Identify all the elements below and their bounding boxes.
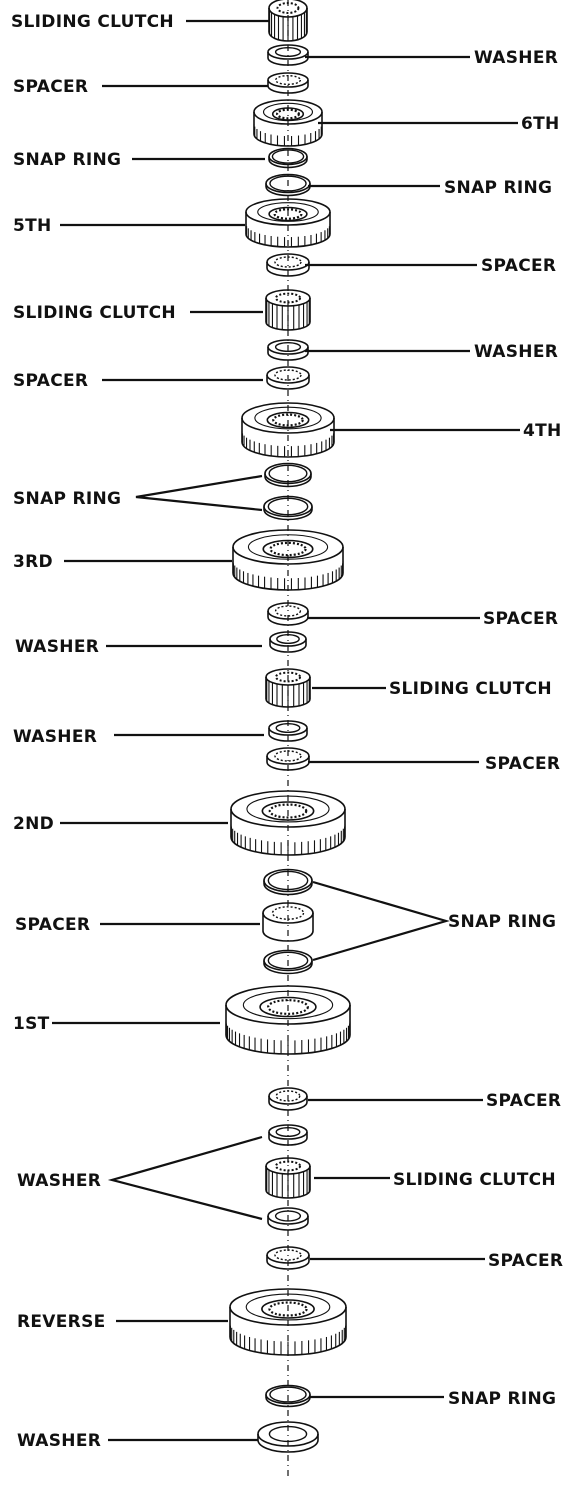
snap-ring-part	[263, 495, 313, 521]
leader-snap-ring-r2	[312, 880, 450, 962]
label-washer-l1: WASHER	[15, 637, 99, 657]
washer-part	[267, 1207, 309, 1231]
label-spacer-r5: SPACER	[488, 1251, 563, 1271]
snap-ring-part	[268, 147, 308, 169]
label-spacer-r2: SPACER	[483, 609, 558, 629]
label-sliding-clutch-r1: SLIDING CLUTCH	[389, 679, 552, 699]
sliding-clutch-part	[265, 668, 311, 708]
leader-lines	[52, 19, 520, 1442]
spacer-part	[267, 72, 309, 94]
label-1st: 1ST	[13, 1014, 50, 1034]
label-washer-l3: WASHER	[17, 1171, 101, 1191]
gear-5th-part	[245, 198, 331, 248]
spacer-part	[266, 1246, 310, 1270]
spacer-part	[266, 747, 310, 771]
label-snap-ring-l2: SNAP RING	[13, 489, 121, 509]
label-5th: 5TH	[13, 216, 52, 236]
snap-ring-part	[264, 462, 312, 488]
label-spacer-r3: SPACER	[485, 754, 560, 774]
label-snap-ring-l1: SNAP RING	[13, 150, 121, 170]
label-sliding-clutch-2: SLIDING CLUTCH	[13, 303, 176, 323]
label-sliding-clutch-r2: SLIDING CLUTCH	[393, 1170, 556, 1190]
spacer-part	[268, 1087, 308, 1111]
label-snap-ring-r1: SNAP RING	[444, 178, 552, 198]
parts-stack	[225, 0, 351, 1453]
gear-4th-part	[241, 402, 335, 458]
label-washer-l2: WASHER	[13, 727, 97, 747]
label-washer-l4: WASHER	[17, 1431, 101, 1451]
spacer-part	[266, 366, 310, 390]
snap-ring-part	[265, 173, 311, 197]
label-spacer-r1: SPACER	[481, 256, 556, 276]
washer-part	[267, 339, 309, 361]
gear-2nd-part	[230, 790, 346, 856]
washer-part	[268, 1124, 308, 1146]
label-washer-r1: WASHER	[474, 48, 558, 68]
label-reverse: REVERSE	[17, 1312, 106, 1332]
washer-part	[267, 44, 309, 66]
washer-part	[269, 631, 307, 653]
label-spacer-l2: SPACER	[13, 371, 88, 391]
label-snap-ring-r2: SNAP RING	[448, 912, 556, 932]
label-spacer-r4: SPACER	[486, 1091, 561, 1111]
leader-snap-ring-l2	[135, 474, 263, 512]
sliding-clutch-part	[265, 289, 311, 331]
gear-1st-part	[225, 985, 351, 1055]
label-4th: 4TH	[523, 421, 562, 441]
label-2nd: 2ND	[13, 814, 54, 834]
washer-part	[268, 720, 308, 742]
washer-part	[257, 1421, 319, 1453]
sliding-clutch-part	[265, 1157, 311, 1199]
gear-reverse-part	[229, 1288, 347, 1356]
label-3rd: 3RD	[13, 552, 53, 572]
spacer-part	[266, 253, 310, 277]
spacer-part	[267, 602, 309, 626]
part-labels: SLIDING CLUTCH WASHER SPACER 6TH SNAP RI…	[11, 12, 563, 1451]
spacer-part	[262, 902, 314, 942]
label-6th: 6TH	[521, 114, 560, 134]
gear-3rd-part	[232, 529, 344, 591]
label-washer-r2: WASHER	[474, 342, 558, 362]
gear-6th-part	[253, 99, 323, 147]
snap-ring-part	[263, 868, 313, 896]
label-spacer-l1: SPACER	[13, 77, 88, 97]
label-spacer-l3: SPACER	[15, 915, 90, 935]
label-sliding-clutch-1: SLIDING CLUTCH	[11, 12, 174, 32]
label-snap-ring-r3: SNAP RING	[448, 1389, 556, 1409]
snap-ring-part	[265, 1384, 311, 1408]
leader-washer-l3	[107, 1135, 263, 1221]
snap-ring-part	[263, 949, 313, 975]
sliding-clutch-part	[268, 0, 308, 42]
